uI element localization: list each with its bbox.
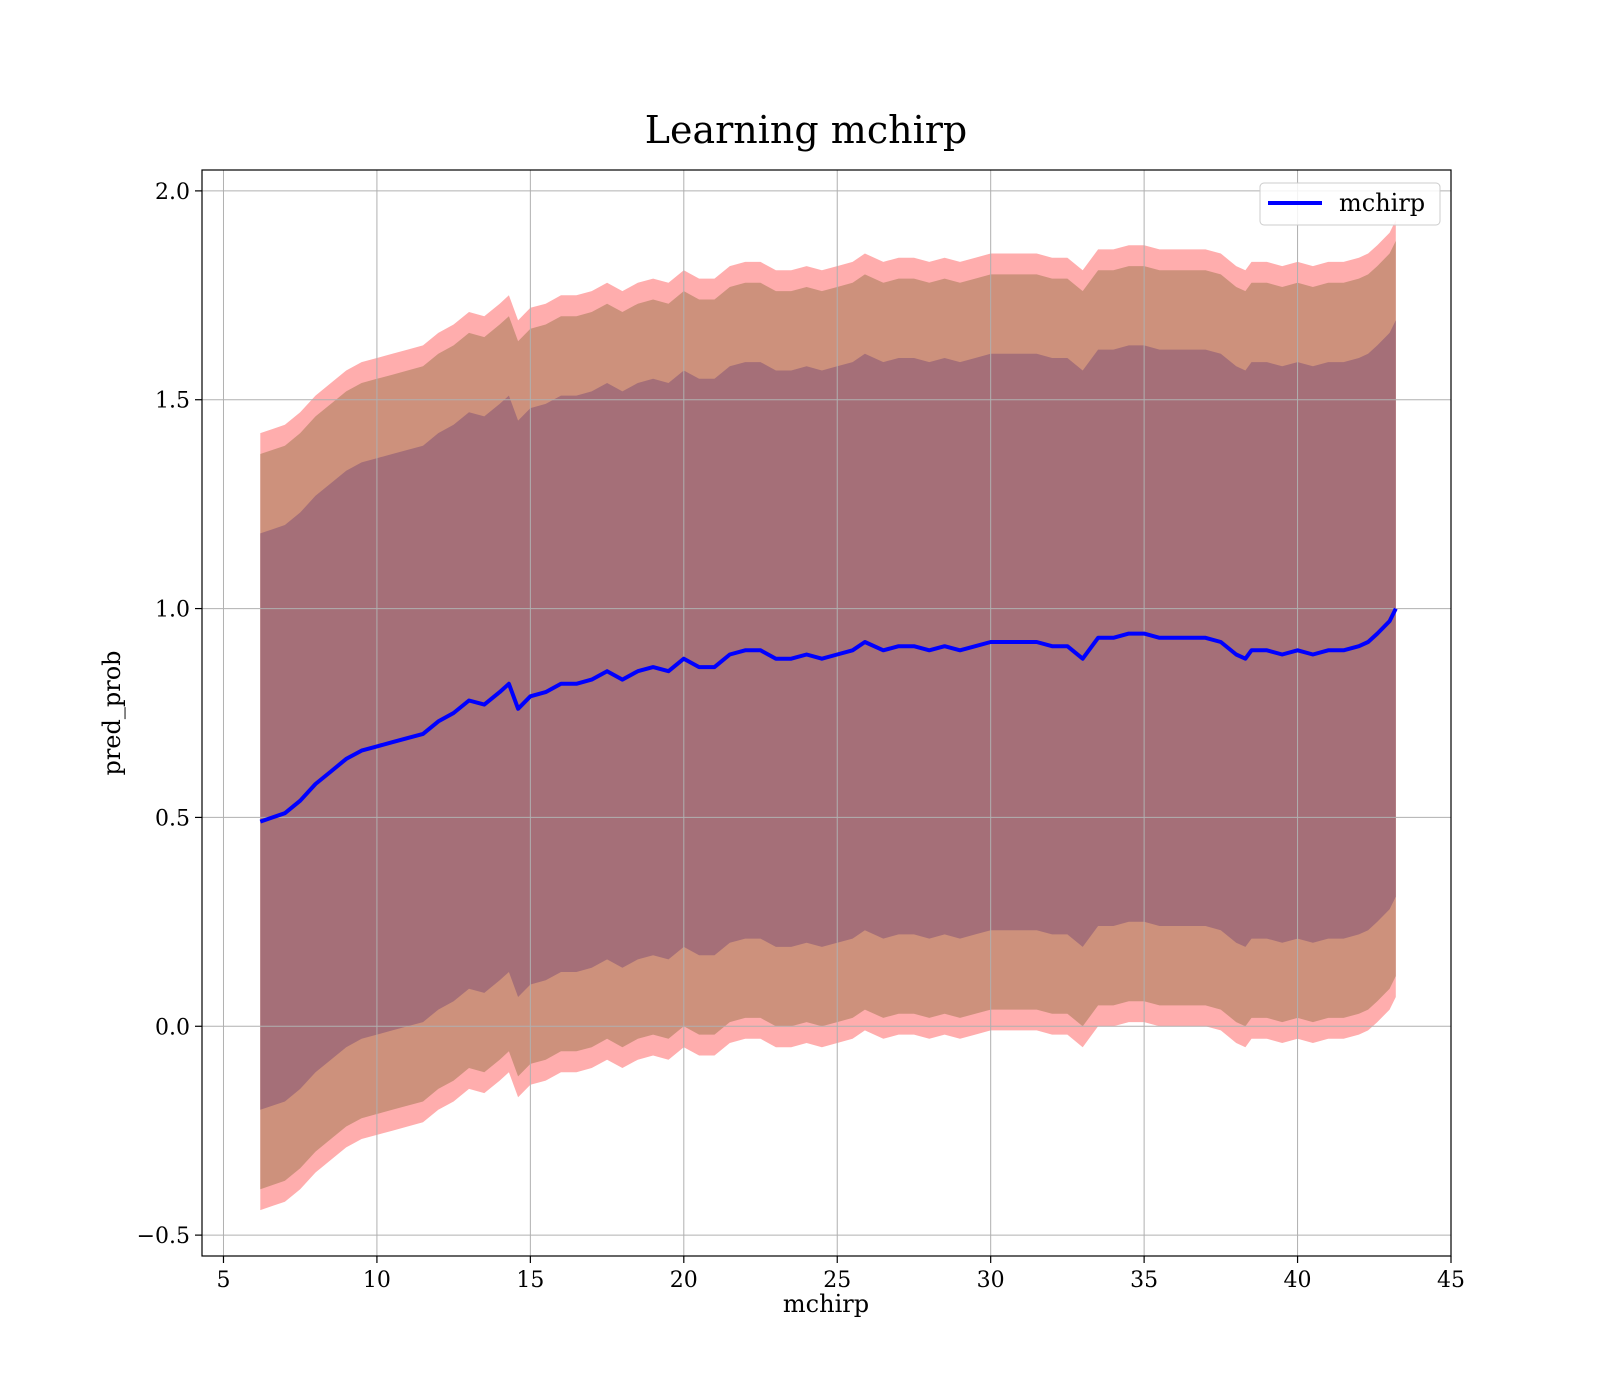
band-inner xyxy=(260,320,1396,1110)
legend-label-mchirp: mchirp xyxy=(1339,189,1425,217)
legend: mchirp xyxy=(1259,182,1441,226)
y-tick-label: 1.0 xyxy=(155,598,190,623)
y-axis-ticks: −0.5 0.0 0.5 1.0 1.5 2.0 xyxy=(137,180,202,1249)
legend-box xyxy=(1259,182,1441,226)
x-tick-label: 5 xyxy=(216,1268,230,1293)
y-tick-label: 0.0 xyxy=(155,1015,190,1040)
y-tick-label: 2.0 xyxy=(155,180,190,205)
x-tick-label: 15 xyxy=(516,1268,544,1293)
plot-frame xyxy=(201,169,1452,1257)
y-tick-label: −0.5 xyxy=(137,1224,190,1249)
x-tick-label: 30 xyxy=(977,1268,1005,1293)
x-tick-label: 10 xyxy=(363,1268,391,1293)
x-tick-label: 35 xyxy=(1130,1268,1158,1293)
x-tick-label: 40 xyxy=(1284,1268,1312,1293)
plot-area xyxy=(202,170,1452,1256)
x-tick-label: 45 xyxy=(1437,1268,1465,1293)
x-tick-label: 25 xyxy=(823,1268,851,1293)
series-lines xyxy=(259,607,1398,824)
y-tick-label: 0.5 xyxy=(155,806,190,831)
series-line-mchirp xyxy=(259,607,1398,824)
y-axis-label: pred_prob xyxy=(98,650,126,775)
x-axis-ticks: 5 10 15 20 25 30 35 40 45 xyxy=(216,1256,1465,1293)
confidence-bands xyxy=(260,220,1396,1211)
y-tick-label: 1.5 xyxy=(155,389,190,414)
chart-title: Learning mchirp xyxy=(645,108,967,152)
x-axis-label: mchirp xyxy=(783,1290,869,1318)
x-tick-label: 20 xyxy=(670,1268,698,1293)
